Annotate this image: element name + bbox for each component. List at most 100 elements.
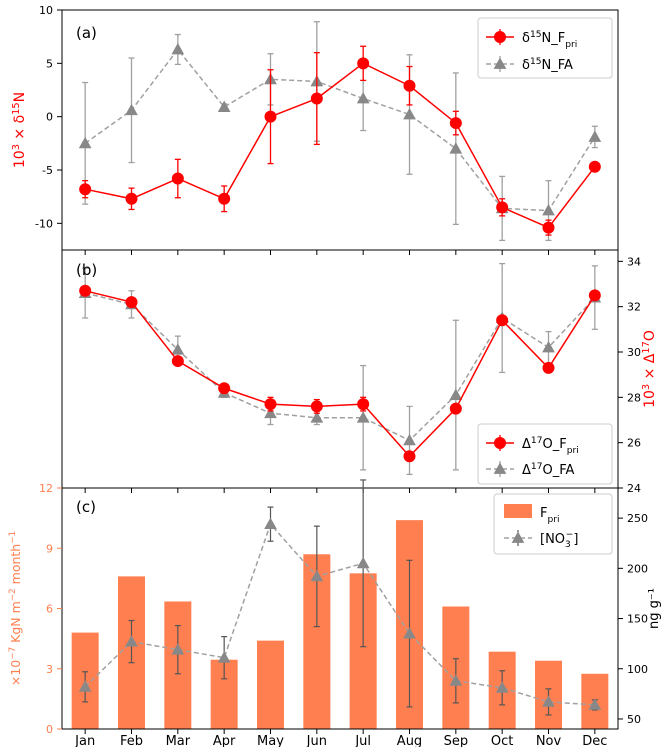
text-part: Δ (522, 437, 531, 452)
data-point-circle (310, 92, 323, 105)
series-line (84, 292, 596, 442)
data-point-circle (79, 284, 92, 297)
panel-label: (a) (76, 24, 97, 42)
data-point-triangle (495, 681, 509, 693)
legend-label: [NO3−] (540, 530, 578, 550)
data-point-circle (79, 183, 92, 196)
x-tick-label: Oct (491, 734, 513, 747)
data-point-triangle (125, 103, 138, 116)
text-part: N_FA (542, 58, 574, 73)
data-point-triangle (310, 411, 324, 423)
y-tick-label-right: 32 (627, 301, 641, 314)
text-part: ×10 (8, 660, 23, 686)
text-part: 3 (565, 540, 571, 550)
text-part: 15 (530, 30, 542, 40)
text-part: × δ (12, 115, 28, 144)
y-tick-label-right: 24 (627, 482, 641, 495)
y-tick-label: 6 (46, 603, 53, 616)
y-axis-label-right: 103 × Δ17O (641, 330, 659, 408)
x-tick-label: Dec (582, 734, 607, 747)
data-point-triangle (403, 108, 416, 120)
data-point-circle (496, 201, 509, 214)
x-tick-label: Nov (536, 734, 562, 747)
text-part: 15 (11, 102, 22, 114)
y-tick-label: 3 (46, 663, 53, 676)
legend-label: Δ17O_FA (522, 462, 575, 478)
y-tick-label-right: 200 (627, 562, 648, 575)
data-point-circle (125, 296, 138, 309)
data-point-circle (171, 172, 184, 185)
legend-label: δ15N_FA (522, 57, 573, 73)
series-line (85, 62, 596, 229)
text-part: N_F (542, 31, 566, 46)
y-tick-label: 0 (46, 111, 53, 124)
x-tick-label: Jun (306, 734, 327, 747)
panel-label: (c) (76, 498, 96, 516)
data-point-circle (218, 382, 231, 395)
text-part: 17 (531, 436, 543, 446)
y-axis-label-right: ng g⁻¹ (647, 588, 662, 629)
data-point-triangle (310, 569, 324, 582)
text-part: pri (547, 515, 559, 525)
text-part: 10 (642, 390, 658, 408)
text-part: 3 (11, 144, 22, 150)
text-part: −2 (8, 588, 18, 601)
legend-label: δ15N_Fpri (522, 30, 577, 50)
text-part: O (642, 330, 658, 341)
data-point-triangle (171, 343, 185, 355)
data-point-circle (542, 361, 555, 374)
data-point-triangle (78, 136, 92, 149)
y-tick-label: 10 (39, 4, 53, 17)
text-part: ] (573, 532, 578, 547)
legend-swatch (504, 504, 532, 518)
data-point-triangle (78, 680, 92, 692)
y-tick-label: -5 (42, 164, 53, 177)
bar (257, 640, 284, 729)
data-point-circle (542, 221, 555, 234)
y-tick-label-right: 26 (627, 437, 641, 450)
x-tick-label: Aug (397, 734, 422, 747)
data-point-triangle (217, 651, 231, 663)
data-point-triangle (125, 635, 138, 647)
data-point-triangle (356, 411, 370, 423)
data-point-circle (496, 314, 509, 327)
x-tick-label: Jul (354, 734, 371, 747)
data-point-circle (403, 450, 416, 463)
data-point-circle (310, 400, 323, 413)
x-tick-label: Sep (444, 734, 469, 747)
data-point-circle (403, 79, 416, 92)
y-tick-label-right: 30 (627, 346, 641, 359)
panel-label: (b) (76, 261, 97, 279)
data-point-circle (171, 355, 184, 368)
y-tick-label-right: 250 (627, 512, 648, 525)
text-part: δ (522, 31, 530, 46)
text-part: 10 (12, 150, 28, 168)
legend-marker (494, 31, 506, 43)
text-part: × Δ (642, 353, 658, 384)
legend (477, 17, 613, 79)
data-point-circle (588, 289, 601, 302)
text-part: KgN m (8, 601, 23, 647)
data-point-triangle (171, 643, 185, 655)
legend-marker (493, 57, 507, 69)
legend-marker (493, 462, 507, 474)
series-line (84, 522, 595, 706)
data-point-triangle (217, 100, 231, 112)
text-part: F (540, 506, 547, 521)
text-part: pri (565, 40, 577, 50)
data-point-triangle (542, 340, 555, 353)
x-tick-label: May (257, 734, 284, 747)
text-part: 15 (530, 57, 542, 67)
data-point-triangle (356, 556, 370, 569)
data-point-circle (357, 398, 370, 411)
data-point-circle (357, 57, 370, 70)
data-point-triangle (542, 204, 555, 216)
x-tick-label: Feb (120, 734, 143, 747)
data-point-triangle (403, 433, 416, 446)
data-point-triangle (588, 698, 602, 710)
data-point-circle (449, 117, 462, 130)
x-tick-label: Mar (166, 734, 191, 747)
text-part: −7 (8, 647, 18, 660)
legend-label: Fpri (540, 506, 560, 525)
y-tick-label-right: 150 (627, 613, 648, 626)
